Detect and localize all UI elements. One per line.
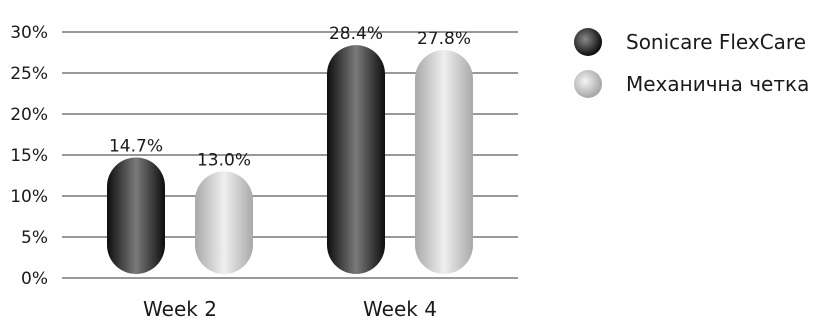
bars (107, 45, 473, 275)
bar-value-label: 14.7% (109, 136, 163, 156)
legend-marker (574, 70, 602, 98)
legend: Sonicare FlexCare Механична четка (574, 28, 809, 98)
legend-label: Sonicare FlexCare (626, 30, 806, 54)
bar-value-label: 27.8% (417, 29, 471, 49)
x-axis: Week 2 Week 4 (143, 297, 437, 321)
y-tick-label: 15% (10, 146, 48, 166)
y-axis: 0% 5% 10% 15% 20% 25% 30% (10, 23, 48, 289)
legend-label: Механична четка (626, 72, 809, 96)
x-category-label: Week 2 (143, 297, 217, 321)
y-tick-label: 5% (21, 228, 48, 248)
y-tick-label: 10% (10, 187, 48, 207)
bar-manual-1 (195, 171, 253, 274)
bar-manual-2 (415, 50, 473, 274)
y-tick-label: 30% (10, 23, 48, 43)
x-category-label: Week 4 (363, 297, 437, 321)
bar-sonicare-2 (327, 45, 385, 275)
legend-marker (574, 28, 602, 56)
y-tick-label: 20% (10, 105, 48, 125)
y-tick-label: 25% (10, 64, 48, 84)
bar-value-label: 28.4% (329, 24, 383, 44)
y-tick-label: 0% (21, 269, 48, 289)
bar-sonicare-1 (107, 157, 165, 274)
data-labels: 14.7% 13.0% 28.4% 27.8% (109, 24, 471, 170)
bar-value-label: 13.0% (197, 150, 251, 170)
